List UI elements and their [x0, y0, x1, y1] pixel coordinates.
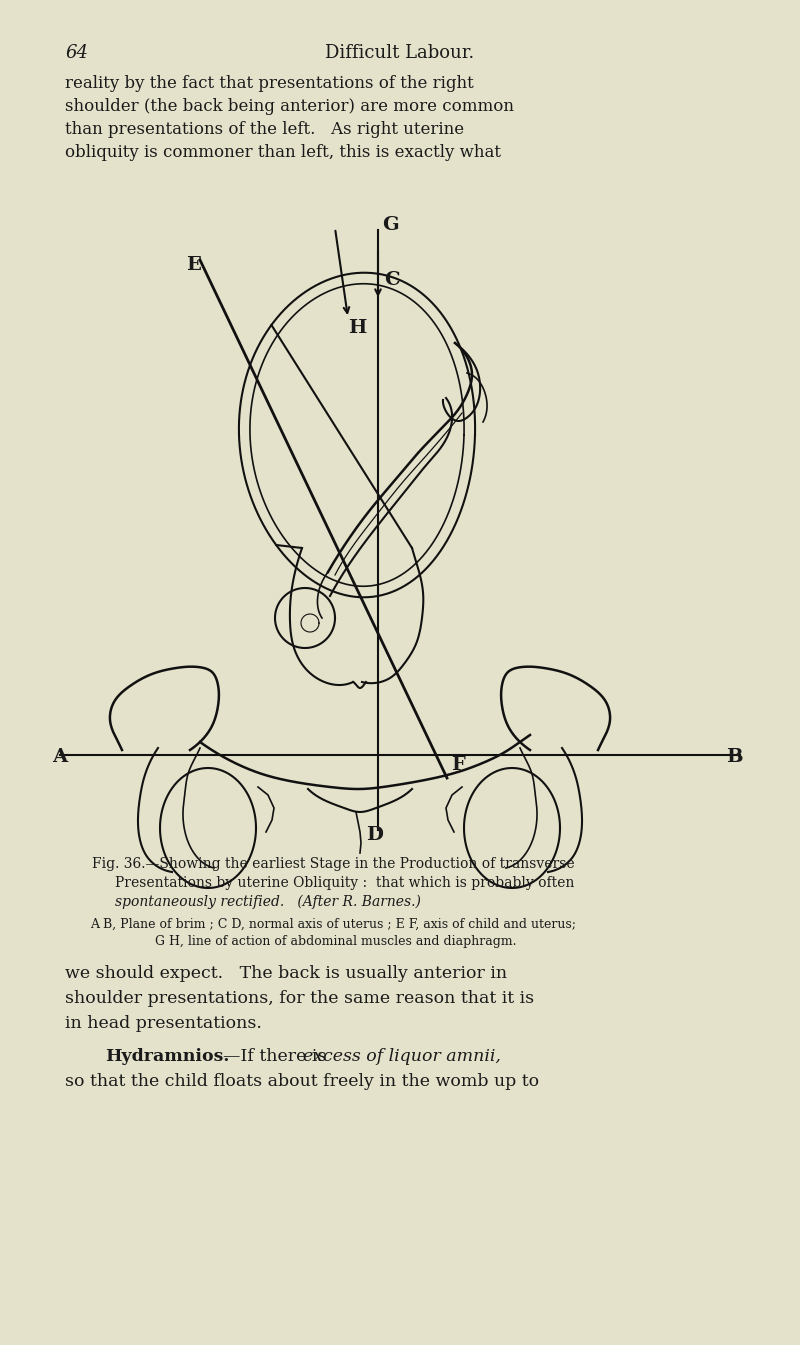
Text: H: H: [348, 319, 366, 338]
Text: D: D: [366, 826, 383, 845]
Text: F: F: [451, 756, 465, 773]
Text: G H, line of action of abdominal muscles and diaphragm.: G H, line of action of abdominal muscles…: [155, 935, 517, 948]
Text: B: B: [726, 748, 742, 767]
Text: spontaneously rectified.   (After R. Barnes.): spontaneously rectified. (After R. Barne…: [115, 894, 421, 909]
Text: reality by the fact that presentations of the right: reality by the fact that presentations o…: [65, 75, 474, 91]
Text: E: E: [186, 256, 201, 274]
Text: than presentations of the left.   As right uterine: than presentations of the left. As right…: [65, 121, 464, 139]
Text: —If there is: —If there is: [223, 1048, 332, 1065]
Text: C: C: [384, 270, 400, 289]
Text: in head presentations.: in head presentations.: [65, 1015, 262, 1032]
Text: 64: 64: [65, 44, 88, 62]
Text: we should expect.   The back is usually anterior in: we should expect. The back is usually an…: [65, 964, 507, 982]
Text: A: A: [52, 748, 67, 767]
Text: Difficult Labour.: Difficult Labour.: [326, 44, 474, 62]
Text: so that the child floats about freely in the womb up to: so that the child floats about freely in…: [65, 1073, 539, 1089]
Text: Hydramnios.: Hydramnios.: [105, 1048, 230, 1065]
Text: Fig. 36.—Showing the earliest Stage in the Production of transverse: Fig. 36.—Showing the earliest Stage in t…: [92, 857, 574, 872]
Text: shoulder presentations, for the same reason that it is: shoulder presentations, for the same rea…: [65, 990, 534, 1007]
Text: excess of liquor amnii,: excess of liquor amnii,: [303, 1048, 501, 1065]
Text: G: G: [382, 217, 398, 234]
Text: shoulder (the back being anterior) are more common: shoulder (the back being anterior) are m…: [65, 98, 514, 116]
Text: obliquity is commoner than left, this is exactly what: obliquity is commoner than left, this is…: [65, 144, 501, 161]
Text: Presentations by uterine Obliquity :  that which is probably often: Presentations by uterine Obliquity : tha…: [115, 876, 574, 890]
Text: A B, Plane of brim ; C D, normal axis of uterus ; E F, axis of child and uterus;: A B, Plane of brim ; C D, normal axis of…: [90, 919, 576, 931]
